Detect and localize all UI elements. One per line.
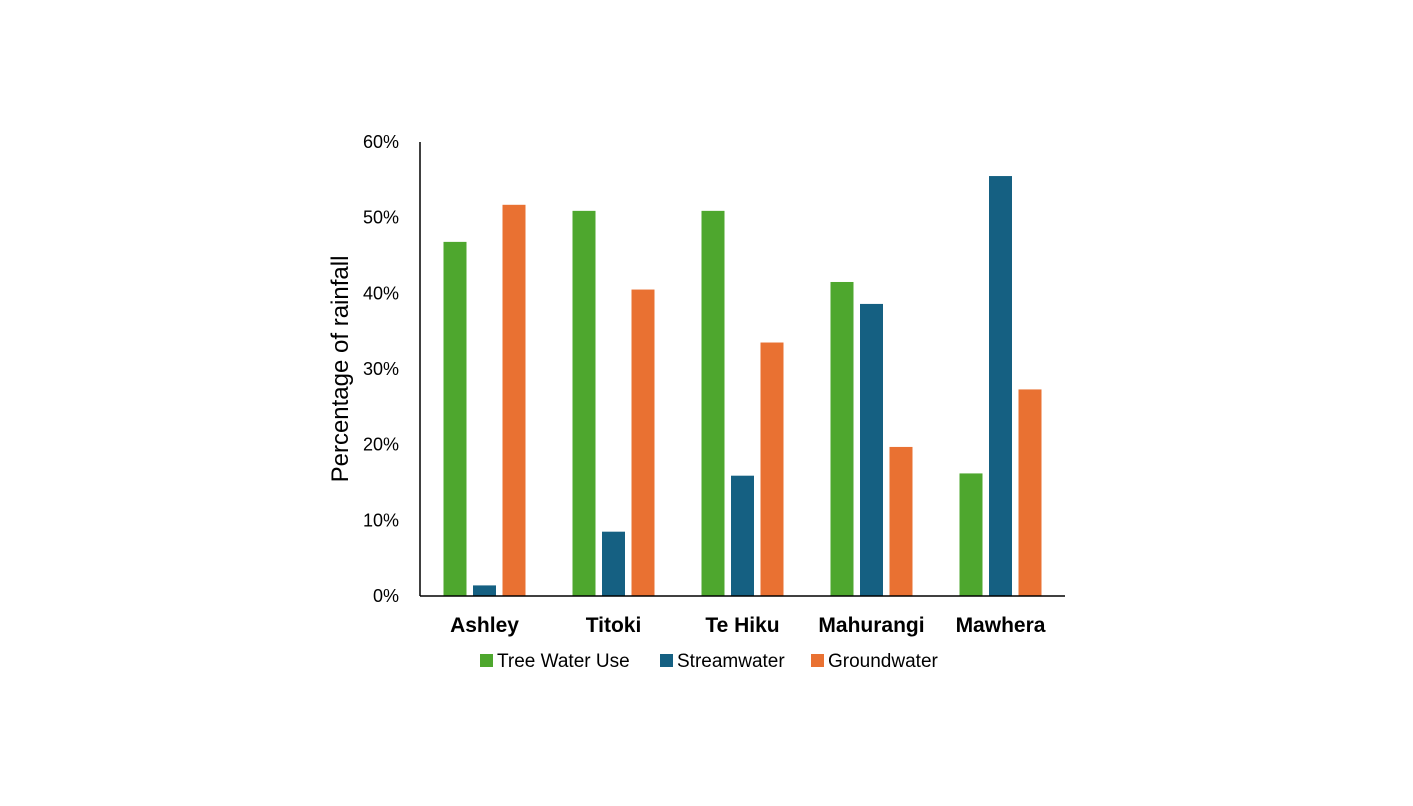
x-tick-label: Mahurangi (818, 614, 924, 637)
legend-label-streamwater: Streamwater (677, 651, 785, 672)
bar-groundwater-mahurangi (889, 446, 913, 596)
bar-streamwater-mawhera (989, 176, 1012, 597)
y-tick-label: 40% (363, 283, 399, 303)
bars (443, 176, 1042, 597)
x-tick-label: Te Hiku (705, 614, 779, 637)
y-tick-label: 50% (363, 208, 399, 228)
bar-streamwater-titoki (602, 531, 625, 596)
bar-groundwater-titoki (631, 289, 655, 596)
bar-groundwater-ashley (502, 204, 526, 596)
bar-groundwater-mawhera (1018, 389, 1042, 596)
y-tick-label: 30% (363, 359, 399, 379)
y-tick-labels: 0% 10% 20% 30% 40% 50% 60% (363, 132, 399, 606)
legend-label-tree-water-use: Tree Water Use (497, 651, 630, 672)
y-tick-label: 10% (363, 510, 399, 530)
bar-groundwater-te-hiku (760, 342, 784, 596)
bar-tree-water-use-titoki (572, 210, 596, 596)
legend-swatch-streamwater (660, 654, 673, 667)
bar-streamwater-ashley (473, 585, 496, 596)
bar-tree-water-use-mahurangi (830, 281, 854, 596)
legend-label-groundwater: Groundwater (828, 651, 939, 672)
y-tick-label: 0% (373, 586, 399, 606)
y-tick-label: 20% (363, 435, 399, 455)
x-tick-labels: Ashley Titoki Te Hiku Mahurangi Mawhera (450, 614, 1046, 637)
y-tick-label: 60% (363, 132, 399, 152)
legend: Tree Water Use Streamwater Groundwater (480, 651, 939, 672)
bar-tree-water-use-ashley (443, 241, 467, 596)
x-tick-label: Mawhera (956, 614, 1046, 637)
x-tick-label: Titoki (586, 614, 642, 637)
bar-streamwater-mahurangi (860, 303, 883, 596)
bar-tree-water-use-te-hiku (701, 210, 725, 596)
bar-streamwater-te-hiku (731, 475, 754, 596)
y-axis-label: Percentage of rainfall (327, 256, 354, 483)
bar-tree-water-use-mawhera (959, 473, 983, 596)
x-tick-label: Ashley (450, 614, 519, 637)
legend-swatch-groundwater (811, 654, 824, 667)
legend-swatch-tree-water-use (480, 654, 493, 667)
